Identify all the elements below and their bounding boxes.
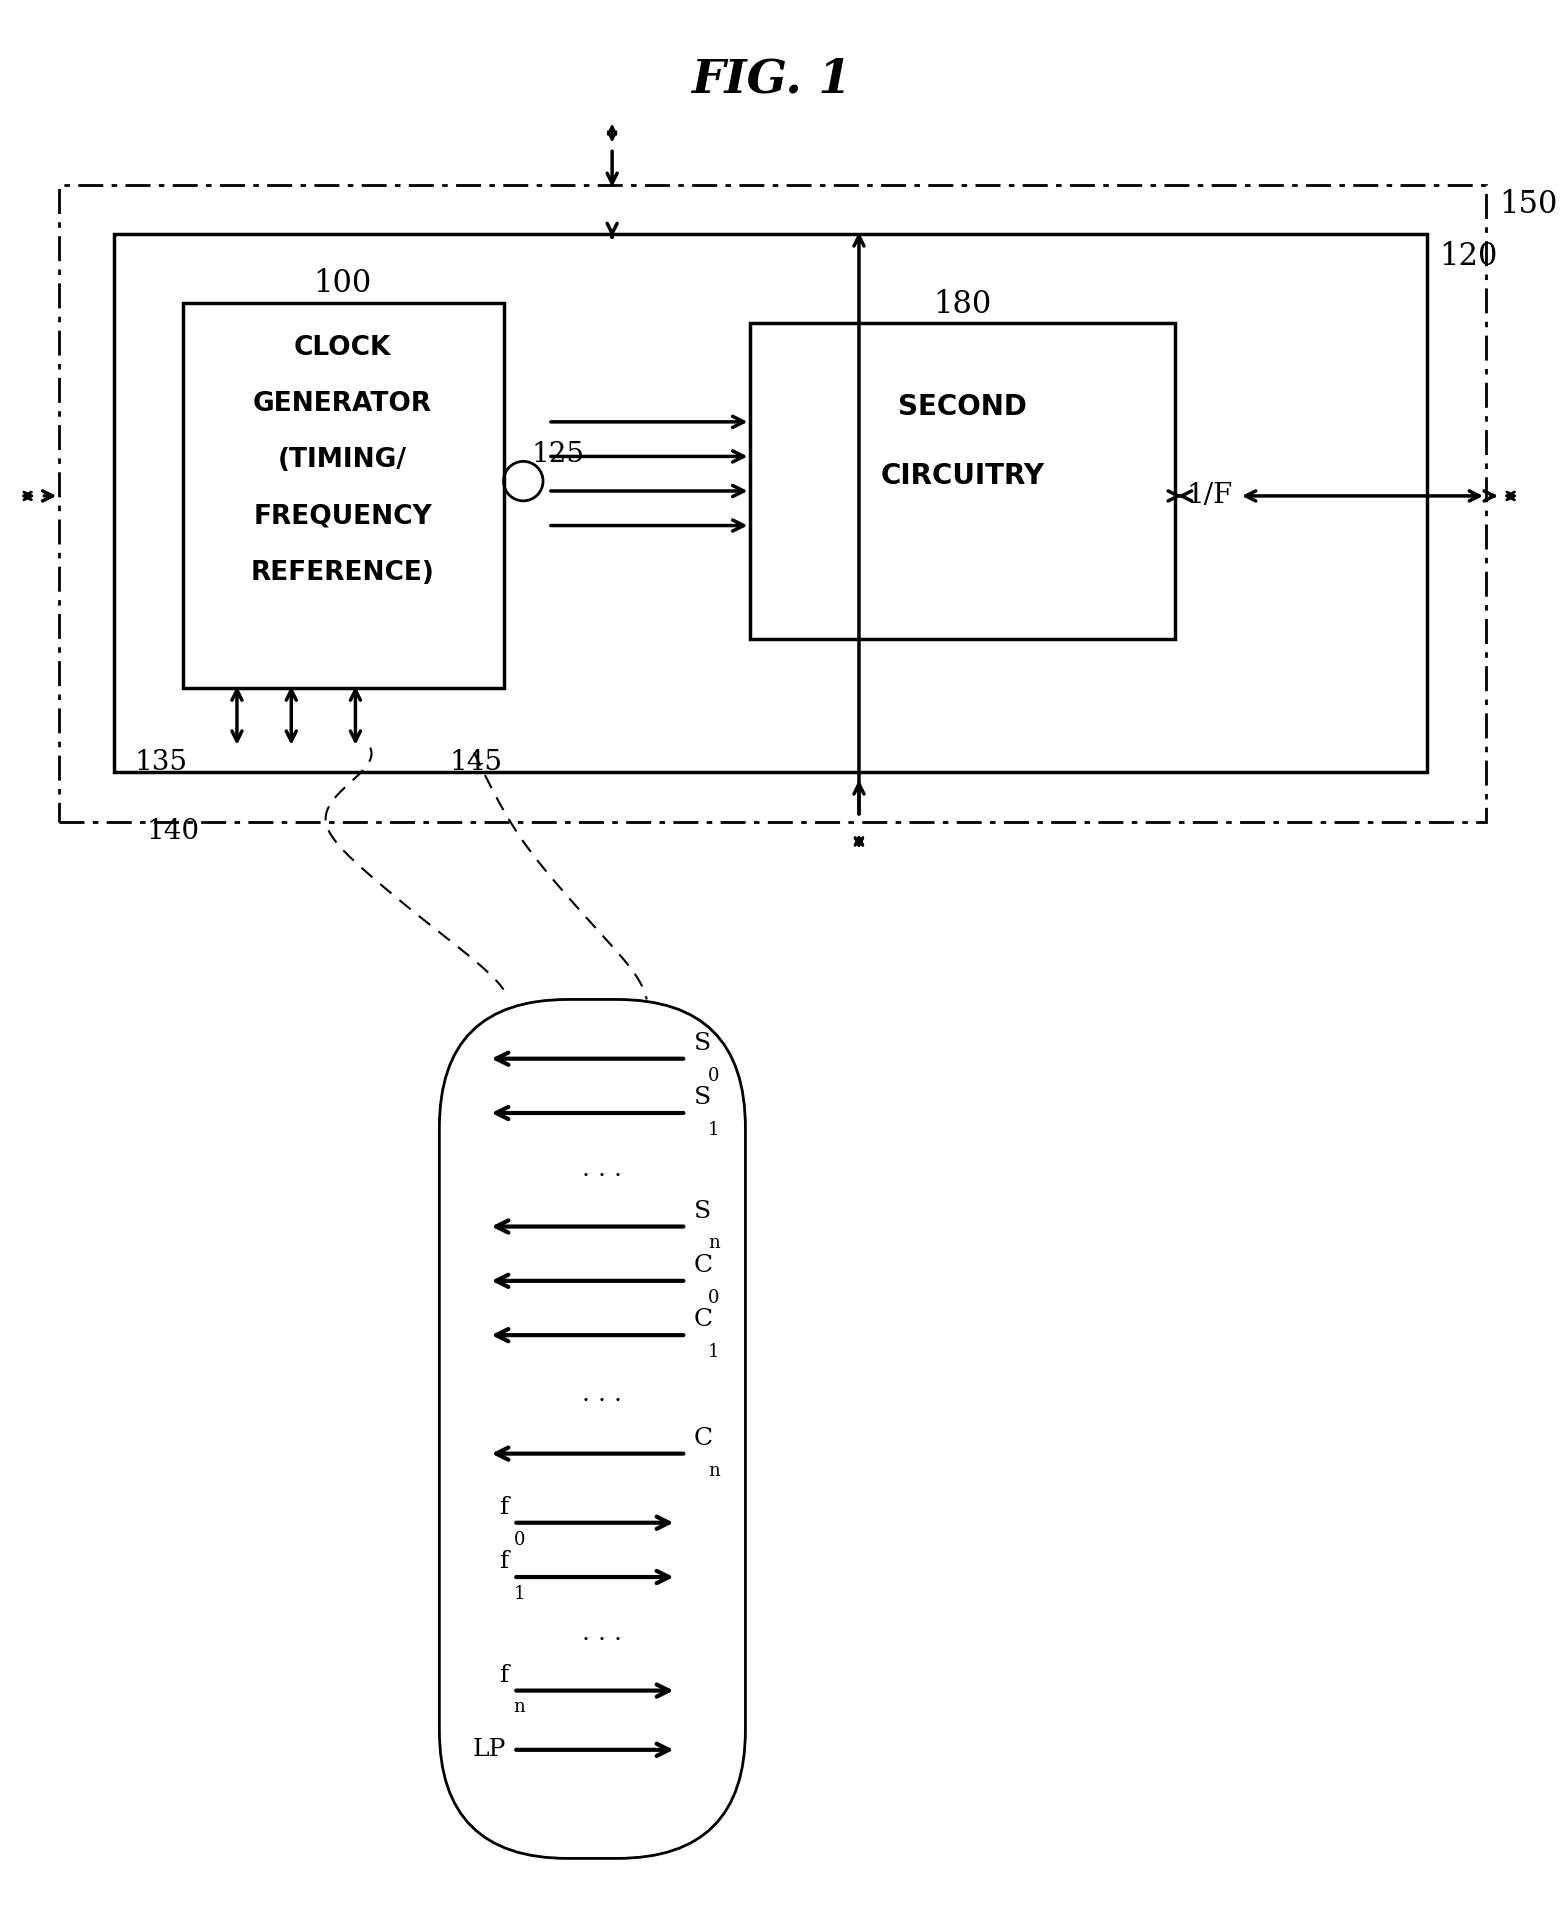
Bar bbox=[114, 234, 1427, 773]
Bar bbox=[750, 323, 1175, 639]
Text: 1: 1 bbox=[708, 1344, 719, 1361]
Text: SECOND: SECOND bbox=[899, 392, 1027, 421]
Text: CLOCK: CLOCK bbox=[294, 335, 391, 362]
Text: C: C bbox=[694, 1307, 713, 1332]
Text: n: n bbox=[708, 1235, 719, 1252]
Text: f: f bbox=[499, 1495, 508, 1520]
Text: n: n bbox=[708, 1462, 719, 1480]
Bar bbox=[183, 304, 503, 689]
Text: REFERENCE): REFERENCE) bbox=[250, 561, 435, 586]
Text: . . .: . . . bbox=[583, 1621, 622, 1644]
Text: 145: 145 bbox=[449, 748, 502, 775]
Text: 0: 0 bbox=[708, 1066, 719, 1085]
FancyBboxPatch shape bbox=[439, 999, 746, 1858]
Text: f: f bbox=[499, 1663, 508, 1686]
Text: S: S bbox=[694, 1200, 711, 1223]
Text: 120: 120 bbox=[1440, 241, 1497, 272]
Text: 0: 0 bbox=[513, 1531, 525, 1548]
Text: 125: 125 bbox=[531, 440, 585, 467]
Text: 140: 140 bbox=[145, 817, 199, 846]
Text: 150: 150 bbox=[1499, 189, 1557, 220]
Text: f: f bbox=[499, 1550, 508, 1573]
Text: 1/F: 1/F bbox=[1186, 482, 1233, 509]
Text: C: C bbox=[694, 1254, 713, 1277]
Text: 1: 1 bbox=[513, 1585, 525, 1602]
Text: S: S bbox=[694, 1032, 711, 1055]
Text: C: C bbox=[694, 1426, 713, 1449]
Text: . . .: . . . bbox=[583, 1384, 622, 1407]
Text: . . .: . . . bbox=[583, 1158, 622, 1181]
Text: LP: LP bbox=[472, 1738, 505, 1761]
Text: 0: 0 bbox=[708, 1288, 719, 1307]
Text: (TIMING/: (TIMING/ bbox=[278, 448, 406, 473]
Text: FIG. 1: FIG. 1 bbox=[691, 56, 852, 101]
Text: 180: 180 bbox=[933, 289, 993, 320]
Text: 1: 1 bbox=[708, 1122, 719, 1139]
Text: GENERATOR: GENERATOR bbox=[253, 390, 431, 417]
Text: 135: 135 bbox=[134, 748, 188, 775]
Text: n: n bbox=[513, 1698, 525, 1717]
Bar bbox=[59, 186, 1486, 821]
Text: S: S bbox=[694, 1085, 711, 1108]
Text: FREQUENCY: FREQUENCY bbox=[253, 503, 431, 530]
Text: CIRCUITRY: CIRCUITRY bbox=[880, 461, 1044, 490]
Text: 100: 100 bbox=[314, 268, 372, 299]
